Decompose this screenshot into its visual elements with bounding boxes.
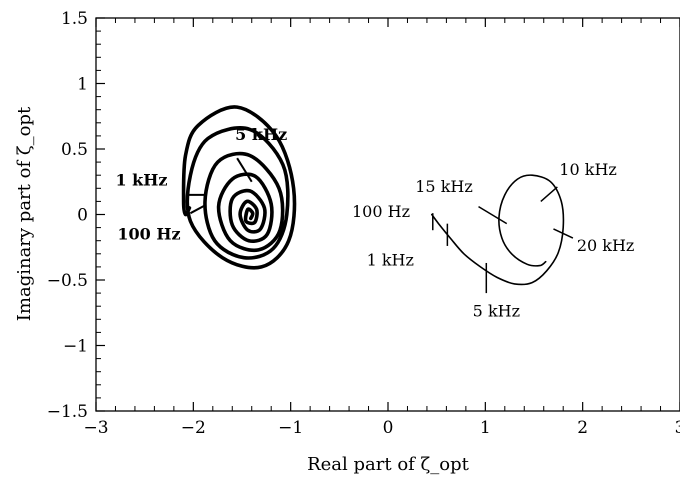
- annotation-label: 1 kHz: [115, 171, 167, 190]
- axis-ticks: [95, 17, 680, 412]
- y-tick-label: −0.5: [47, 271, 88, 291]
- annotation-label: 15 kHz: [415, 177, 473, 196]
- x-tick-label: 2: [577, 418, 588, 438]
- y-tick-label: 1.5: [61, 9, 88, 29]
- x-tick-label: 3: [675, 418, 680, 438]
- x-tick-label: −2: [181, 418, 206, 438]
- tick-labels: −3 −2 −1 0 1 2 3 −1.5 −1 −0.5 0 0.5 1 1.5: [47, 9, 680, 438]
- annotation-tick: [478, 205, 508, 225]
- x-tick-label: −3: [83, 418, 108, 438]
- y-axis-title: Imaginary part of ζ_opt: [14, 106, 35, 321]
- annotation-tick: [189, 204, 206, 215]
- annotation-label: 5 kHz: [473, 302, 520, 321]
- x-axis-title: Real part of ζ_opt: [307, 454, 470, 475]
- x-tick-label: 0: [383, 418, 394, 438]
- x-tick-label: 1: [480, 418, 491, 438]
- annotation-tick: [236, 157, 253, 183]
- thick-spiral-curve: [181, 105, 297, 270]
- annotation-tick: [553, 228, 574, 239]
- annotation-label: 10 kHz: [559, 160, 617, 179]
- thin-curve: [431, 174, 565, 286]
- y-tick-label: −1: [63, 337, 88, 357]
- annotation-label: 20 kHz: [577, 236, 635, 255]
- y-tick-label: 0: [77, 206, 88, 226]
- y-tick-label: 0.5: [61, 140, 88, 160]
- annotation-tick: [540, 186, 558, 202]
- series-group: [181, 105, 565, 286]
- x-tick-label: −1: [278, 418, 303, 438]
- y-tick-label: 1: [77, 75, 88, 95]
- y-tick-label: −1.5: [47, 402, 88, 422]
- annotation-label: 1 kHz: [367, 251, 414, 270]
- annotation-label: 5 kHz: [235, 125, 287, 144]
- annotation-label: 100 Hz: [352, 202, 410, 221]
- annotation-label: 100 Hz: [117, 224, 180, 243]
- annotations: 5 kHz 1 kHz 100 Hz 15 kHz 10 kHz 20 kHz 100 Hz…: [115, 125, 634, 321]
